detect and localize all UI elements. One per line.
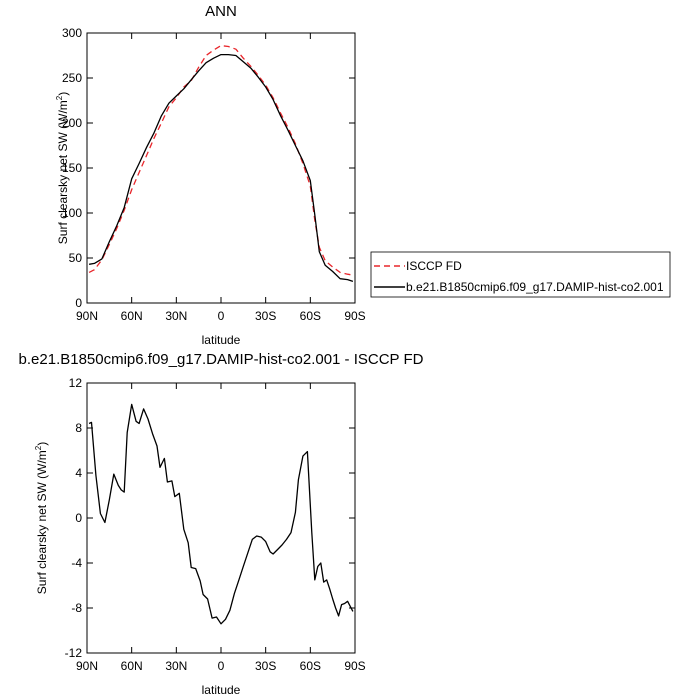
bottom-series-line-0	[88, 403, 354, 625]
top-xtick-label: 60N	[121, 309, 143, 323]
bottom-ytick-label: 4	[75, 466, 82, 480]
bottom-ytick-label: -12	[65, 646, 83, 660]
bottom-xtick-label: 60N	[121, 659, 143, 673]
top-y-ticks: 0 50 100 150 200 250 300	[62, 26, 355, 310]
legend-label-model: b.e21.B1850cmip6.f09_g17.DAMIP-hist-co2.…	[406, 280, 664, 294]
top-ylabel-close: )	[56, 92, 70, 96]
bottom-ytick-label: -4	[71, 556, 82, 570]
top-ylabel-text: Surf clearsky net SW (W/m	[56, 100, 70, 244]
bottom-xtick-label: 60S	[300, 659, 321, 673]
top-ytick-label: 200	[62, 116, 82, 130]
bottom-series	[88, 403, 354, 625]
bottom-ytick-label: -8	[71, 601, 82, 615]
legend: ISCCP FD b.e21.B1850cmip6.f09_g17.DAMIP-…	[370, 251, 671, 298]
top-ytick-label: 100	[62, 206, 82, 220]
bottom-plot-frame	[86, 382, 356, 654]
bottom-ylabel-sup: 2	[34, 445, 43, 450]
panel-top: ANN Surf clearsky net SW (W/m2) 0 50 100 15…	[55, 3, 366, 347]
bottom-ylabel-text: Surf clearsky net SW (W/m	[35, 450, 49, 594]
top-xtick-label: 90S	[344, 309, 365, 323]
top-xlabel: latitude	[202, 333, 241, 347]
bottom-ytick-label: 0	[75, 511, 82, 525]
top-title: ANN	[205, 3, 237, 20]
top-xtick-label: 90N	[76, 309, 98, 323]
top-plot-frame	[86, 32, 356, 304]
top-series-line-0	[88, 44, 354, 276]
top-ytick-label: 300	[62, 26, 82, 40]
top-ytick-label: 0	[75, 296, 82, 310]
top-ylabel-sup: 2	[55, 95, 64, 100]
top-xtick-label: 60S	[300, 309, 321, 323]
bottom-xtick-label: 30N	[165, 659, 187, 673]
top-xtick-label: 30S	[255, 309, 276, 323]
bottom-x-ticks: 90N 60N 30N 0 30S 60S 90S	[76, 383, 366, 673]
bottom-ylabel: Surf clearsky net SW (W/m2)	[34, 442, 49, 594]
top-series-line-1	[88, 53, 354, 283]
top-ytick-label: 50	[69, 251, 83, 265]
top-ytick-label: 250	[62, 71, 82, 85]
top-ylabel: Surf clearsky net SW (W/m2)	[55, 92, 70, 244]
bottom-ytick-label: 12	[69, 376, 83, 390]
legend-box	[370, 251, 671, 298]
bottom-xlabel: latitude	[202, 683, 241, 697]
bottom-xtick-label: 0	[218, 659, 225, 673]
top-series	[88, 44, 354, 283]
top-x-ticks: 90N 60N 30N 0 30S 60S 90S	[76, 33, 366, 323]
bottom-xtick-label: 30S	[255, 659, 276, 673]
bottom-xtick-label: 90N	[76, 659, 98, 673]
top-xtick-label: 0	[218, 309, 225, 323]
bottom-xtick-label: 90S	[344, 659, 365, 673]
top-xtick-label: 30N	[165, 309, 187, 323]
bottom-ylabel-close: )	[35, 442, 49, 446]
top-ytick-label: 150	[62, 161, 82, 175]
panel-bottom: b.e21.B1850cmip6.f09_g17.DAMIP-hist-co2.…	[19, 351, 424, 697]
bottom-ytick-label: 8	[75, 421, 82, 435]
legend-label-isccp: ISCCP FD	[406, 259, 462, 273]
bottom-title: b.e21.B1850cmip6.f09_g17.DAMIP-hist-co2.…	[19, 351, 424, 368]
